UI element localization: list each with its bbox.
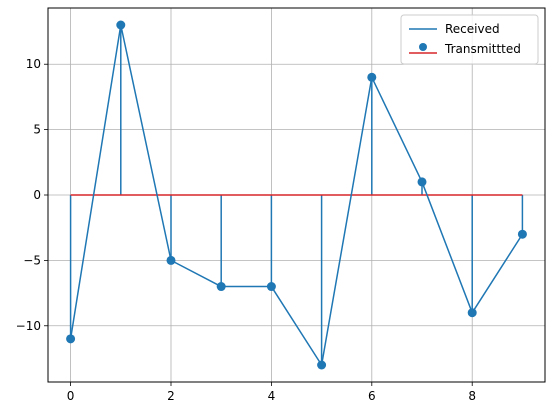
axis-ticks: 0 2 4 6 8 −10 −5 0 5 10 bbox=[16, 57, 476, 403]
x-tick-label: 0 bbox=[67, 389, 75, 403]
stem-marker bbox=[467, 308, 477, 318]
y-tick-label: −5 bbox=[23, 253, 41, 267]
y-tick-label: 5 bbox=[33, 123, 41, 137]
x-tick-label: 4 bbox=[268, 389, 276, 403]
received-series bbox=[69, 24, 524, 366]
stem-marker bbox=[417, 177, 427, 187]
y-tick-label: 0 bbox=[33, 188, 41, 202]
stem-markers bbox=[66, 20, 527, 370]
legend: Received Transmittted bbox=[400, 14, 539, 65]
y-tick-label: 10 bbox=[26, 57, 41, 71]
stem-series bbox=[69, 25, 524, 365]
x-tick-label: 8 bbox=[468, 389, 476, 403]
x-tick-label: 2 bbox=[167, 389, 175, 403]
stem-marker bbox=[367, 72, 377, 82]
x-tick-label: 6 bbox=[368, 389, 376, 403]
stem-marker bbox=[517, 229, 527, 239]
stem-marker bbox=[116, 20, 126, 30]
stem-marker bbox=[166, 255, 176, 265]
stem-marker bbox=[317, 360, 327, 370]
received-line bbox=[69, 24, 524, 366]
stem-marker bbox=[266, 282, 276, 292]
legend-swatch-transmitted-marker bbox=[419, 43, 427, 51]
legend-label-received: Received bbox=[445, 22, 500, 36]
stem-marker bbox=[66, 334, 76, 344]
legend-box bbox=[400, 14, 539, 65]
legend-label-transmitted: Transmittted bbox=[444, 42, 521, 56]
stem-marker bbox=[216, 282, 226, 292]
y-tick-label: −10 bbox=[16, 319, 41, 333]
